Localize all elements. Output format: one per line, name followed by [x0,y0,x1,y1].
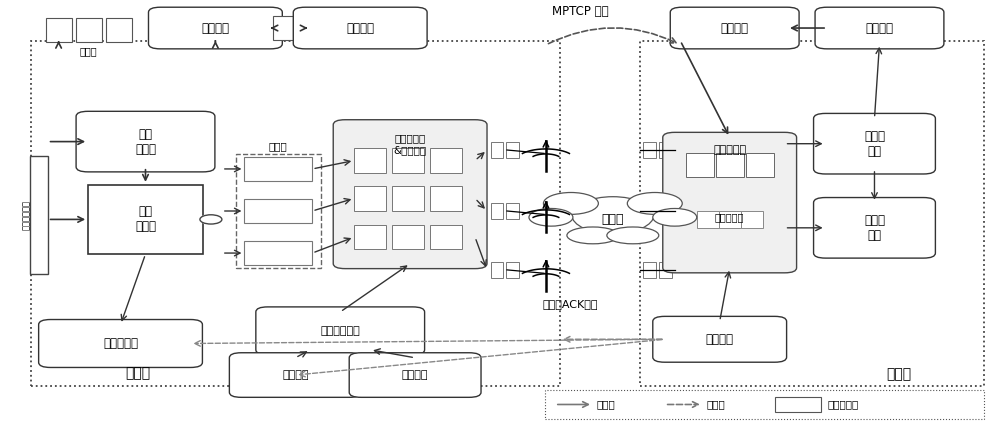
Bar [392,148,424,173]
Bar [430,148,462,173]
Circle shape [200,215,222,224]
Text: 信息反馈: 信息反馈 [706,333,734,346]
Bar [545,390,984,419]
Text: 套接字缓冲区: 套接字缓冲区 [22,200,31,230]
FancyBboxPatch shape [293,7,427,49]
Ellipse shape [653,208,697,226]
Text: 拥塞窗口调整: 拥塞窗口调整 [320,326,360,336]
Bar [244,241,312,265]
Bar [719,211,741,228]
FancyBboxPatch shape [814,197,935,258]
Text: MPTCP 连接: MPTCP 连接 [552,5,608,18]
Bar [273,16,308,40]
Bar [643,142,656,158]
Bar [354,225,386,249]
FancyBboxPatch shape [256,307,425,355]
FancyBboxPatch shape [229,353,361,398]
Bar [506,142,519,158]
Text: 发送缓冲区
&拥塞窗口: 发送缓冲区 &拥塞窗口 [394,133,427,155]
Bar [30,156,48,274]
Bar [775,398,821,411]
Text: 接收端: 接收端 [886,367,912,381]
Bar [31,41,560,386]
Ellipse shape [627,192,682,214]
Bar [741,211,763,228]
Text: 流量
分配器: 流量 分配器 [135,127,156,156]
Bar [88,185,203,254]
FancyBboxPatch shape [670,7,799,49]
Text: 视频编码: 视频编码 [201,22,229,35]
Bar [354,148,386,173]
Text: 数据包
重排: 数据包 重排 [864,214,885,242]
Bar [659,262,672,278]
Text: 新提出模块: 新提出模块 [828,400,859,409]
Text: 数据流: 数据流 [597,400,616,409]
FancyBboxPatch shape [653,316,787,362]
Bar [506,203,519,219]
Bar [640,41,984,386]
Bar [76,18,102,42]
Bar [392,186,424,211]
Text: 带宽估计: 带宽估计 [282,370,309,380]
Text: 接收缓冲区: 接收缓冲区 [715,212,744,222]
Ellipse shape [607,227,659,244]
FancyBboxPatch shape [815,7,944,49]
Bar [506,262,519,278]
Text: 数据块
重组: 数据块 重组 [864,130,885,158]
Bar [643,203,656,219]
Bar [430,186,462,211]
Text: 发送端: 发送端 [126,366,151,380]
Bar [236,154,321,268]
Text: 数据块: 数据块 [269,142,288,151]
Bar [106,18,132,42]
Bar [46,18,72,42]
Bar [392,225,424,249]
FancyBboxPatch shape [39,319,202,368]
Bar [686,152,714,177]
Text: 拥塞预测: 拥塞预测 [402,370,428,380]
Text: 重传控制器: 重传控制器 [103,337,138,350]
Text: 视频帧: 视频帧 [80,46,97,56]
Ellipse shape [543,192,598,214]
Text: 数据
分发器: 数据 分发器 [135,206,156,233]
Text: 视频播放: 视频播放 [721,22,749,35]
Bar [697,211,719,228]
Bar [354,186,386,211]
FancyBboxPatch shape [148,7,282,49]
FancyBboxPatch shape [333,120,487,269]
Ellipse shape [567,227,619,244]
Ellipse shape [529,208,573,226]
Bar [244,157,312,181]
Text: 视频应用: 视频应用 [346,22,374,35]
Text: 信息流: 信息流 [707,400,725,409]
Bar [244,199,312,223]
FancyBboxPatch shape [349,353,481,398]
FancyBboxPatch shape [814,114,935,174]
Text: 视频解码: 视频解码 [865,22,893,35]
Ellipse shape [572,197,654,234]
Bar [746,152,774,177]
Bar [491,203,503,219]
Text: 各路径ACK信息: 各路径ACK信息 [542,299,598,309]
FancyBboxPatch shape [663,133,797,273]
FancyBboxPatch shape [76,111,215,172]
Bar [716,152,744,177]
Bar [491,142,503,158]
Text: 核心网: 核心网 [602,213,624,226]
Text: 数据包接收: 数据包接收 [713,145,746,155]
Bar [643,262,656,278]
Bar [430,225,462,249]
Bar [659,142,672,158]
Bar [491,262,503,278]
Bar [659,203,672,219]
